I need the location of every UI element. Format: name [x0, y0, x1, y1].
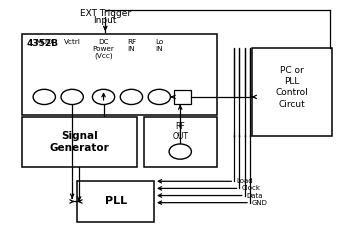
Text: Load: Load: [236, 178, 253, 184]
Text: RF
OUT: RF OUT: [172, 122, 188, 141]
Circle shape: [33, 89, 55, 104]
Text: EXT Trigger: EXT Trigger: [80, 9, 131, 18]
Bar: [174, 90, 191, 104]
Bar: [77, 181, 154, 222]
Bar: [252, 48, 332, 136]
Bar: [22, 34, 217, 115]
Circle shape: [92, 89, 115, 104]
Text: Clock: Clock: [241, 185, 260, 191]
Text: 4352B: 4352B: [27, 39, 59, 48]
Circle shape: [61, 89, 83, 104]
Text: Lo
IN: Lo IN: [155, 39, 163, 52]
Bar: [22, 117, 136, 167]
Text: Data: Data: [246, 193, 263, 199]
Text: PLL: PLL: [105, 196, 127, 206]
Circle shape: [148, 89, 170, 104]
Text: PC or
PLL
Control
Circut: PC or PLL Control Circut: [275, 66, 308, 109]
Text: GND: GND: [252, 200, 267, 206]
Text: Input: Input: [93, 16, 117, 25]
Circle shape: [120, 89, 142, 104]
Text: DC
Power
(Vcc): DC Power (Vcc): [93, 39, 114, 59]
Text: Vctrl: Vctrl: [64, 39, 80, 45]
Text: RF
IN: RF IN: [127, 39, 136, 52]
Bar: [144, 117, 217, 167]
Text: Signal
Generator: Signal Generator: [49, 131, 109, 153]
Text: MOD: MOD: [35, 39, 53, 45]
Circle shape: [169, 144, 191, 159]
